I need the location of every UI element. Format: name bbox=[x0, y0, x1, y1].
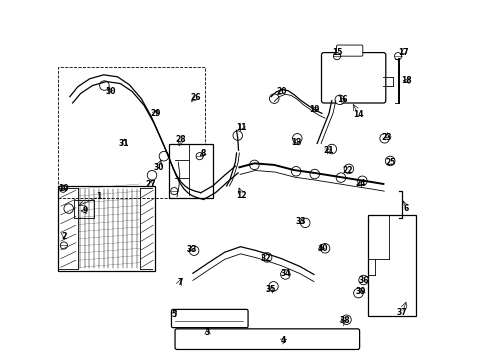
Text: 40: 40 bbox=[317, 244, 327, 253]
Text: 13: 13 bbox=[290, 138, 301, 147]
Circle shape bbox=[172, 145, 182, 155]
Text: 17: 17 bbox=[397, 48, 408, 57]
Circle shape bbox=[309, 169, 319, 179]
Text: 36: 36 bbox=[358, 275, 368, 284]
Text: 28: 28 bbox=[175, 135, 186, 144]
Circle shape bbox=[335, 173, 345, 183]
Text: 33: 33 bbox=[186, 245, 197, 254]
Bar bbox=[58, 186, 155, 271]
Circle shape bbox=[262, 253, 271, 262]
Text: 39: 39 bbox=[355, 287, 366, 296]
Bar bbox=[169, 144, 212, 198]
FancyBboxPatch shape bbox=[175, 329, 359, 350]
Text: 23: 23 bbox=[380, 132, 391, 141]
Text: 6: 6 bbox=[403, 204, 408, 213]
Text: 25: 25 bbox=[384, 158, 394, 167]
Text: 15: 15 bbox=[331, 48, 342, 57]
Circle shape bbox=[379, 134, 388, 143]
Circle shape bbox=[357, 176, 366, 185]
Bar bbox=[367, 215, 415, 316]
Text: 26: 26 bbox=[190, 93, 201, 102]
Text: 24: 24 bbox=[355, 179, 366, 188]
Circle shape bbox=[196, 153, 203, 160]
Text: 20: 20 bbox=[276, 87, 286, 96]
Text: 30: 30 bbox=[153, 163, 163, 172]
Text: 1: 1 bbox=[96, 192, 101, 201]
Text: 35: 35 bbox=[265, 285, 276, 294]
Text: 11: 11 bbox=[236, 123, 246, 132]
Circle shape bbox=[249, 160, 259, 170]
Circle shape bbox=[60, 185, 66, 192]
Text: 14: 14 bbox=[352, 110, 363, 119]
Circle shape bbox=[333, 53, 340, 60]
Text: 37: 37 bbox=[396, 309, 407, 318]
FancyBboxPatch shape bbox=[321, 53, 385, 103]
Circle shape bbox=[269, 94, 279, 103]
Text: 3: 3 bbox=[204, 328, 210, 337]
Circle shape bbox=[189, 246, 199, 255]
Text: 33: 33 bbox=[295, 217, 306, 226]
FancyBboxPatch shape bbox=[336, 45, 362, 56]
Text: 8: 8 bbox=[201, 149, 206, 158]
Text: 27: 27 bbox=[145, 180, 155, 189]
Circle shape bbox=[300, 218, 309, 228]
Circle shape bbox=[326, 144, 336, 154]
Text: 19: 19 bbox=[309, 105, 319, 114]
Text: 38: 38 bbox=[339, 316, 349, 325]
Circle shape bbox=[280, 270, 289, 279]
Text: 29: 29 bbox=[150, 109, 160, 118]
Text: 4: 4 bbox=[280, 336, 285, 345]
FancyBboxPatch shape bbox=[171, 309, 247, 328]
Text: 5: 5 bbox=[171, 310, 177, 319]
Circle shape bbox=[64, 204, 73, 213]
Circle shape bbox=[320, 243, 329, 253]
Circle shape bbox=[232, 131, 242, 140]
Bar bbox=[74, 200, 94, 218]
Circle shape bbox=[159, 152, 168, 161]
Text: 7: 7 bbox=[177, 278, 182, 287]
Circle shape bbox=[60, 242, 67, 249]
Text: 10: 10 bbox=[58, 184, 68, 193]
Circle shape bbox=[334, 95, 344, 105]
Text: 18: 18 bbox=[400, 76, 410, 85]
Text: 34: 34 bbox=[280, 269, 290, 278]
Circle shape bbox=[291, 167, 300, 176]
Bar bbox=[58, 67, 204, 198]
Circle shape bbox=[292, 134, 302, 143]
Circle shape bbox=[353, 288, 363, 298]
Circle shape bbox=[100, 81, 109, 90]
Circle shape bbox=[170, 188, 178, 195]
Circle shape bbox=[344, 164, 353, 174]
Text: 22: 22 bbox=[342, 166, 352, 175]
Circle shape bbox=[268, 282, 278, 291]
Circle shape bbox=[358, 275, 367, 285]
Text: 16: 16 bbox=[337, 95, 347, 104]
Text: 30: 30 bbox=[105, 87, 116, 96]
Text: 2: 2 bbox=[61, 232, 66, 241]
Circle shape bbox=[341, 315, 350, 324]
Text: 32: 32 bbox=[260, 254, 270, 263]
Text: 12: 12 bbox=[236, 190, 246, 199]
Circle shape bbox=[394, 53, 401, 60]
Text: 9: 9 bbox=[83, 206, 88, 215]
Circle shape bbox=[147, 171, 157, 180]
Text: 31: 31 bbox=[119, 139, 129, 148]
Circle shape bbox=[385, 156, 394, 166]
Text: 21: 21 bbox=[323, 146, 334, 155]
